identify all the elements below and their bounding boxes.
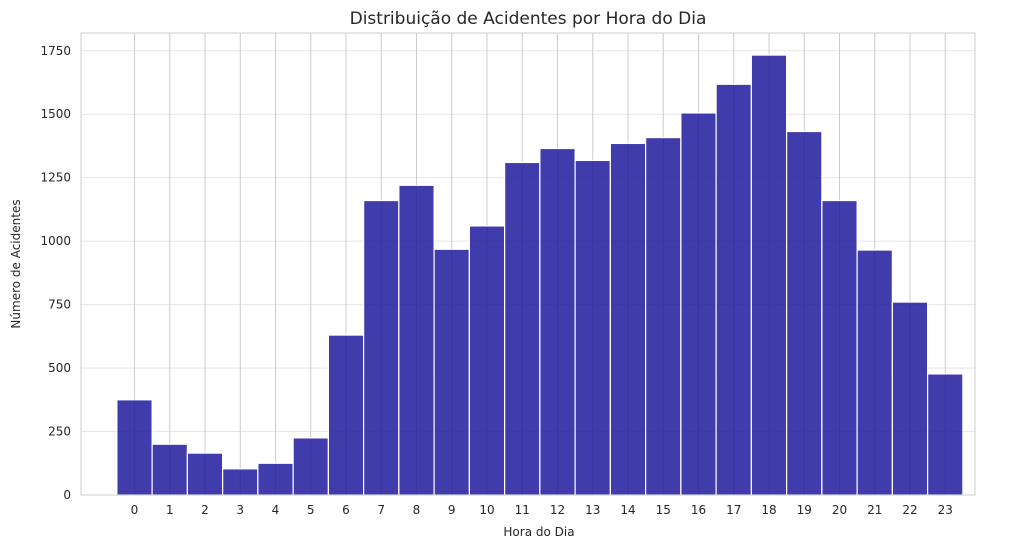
x-tick-label: 22 bbox=[902, 503, 917, 517]
y-tick-label: 1000 bbox=[40, 234, 71, 248]
x-tick-label: 10 bbox=[479, 503, 494, 517]
x-tick-label: 12 bbox=[550, 503, 565, 517]
x-tick-label: 15 bbox=[656, 503, 671, 517]
bar-hour-0 bbox=[116, 399, 153, 496]
x-tick-label: 11 bbox=[515, 503, 530, 517]
y-tick-label: 750 bbox=[48, 298, 71, 312]
y-tick-label: 0 bbox=[63, 488, 71, 502]
bar-hour-1 bbox=[151, 443, 188, 496]
y-tick-labels: 0 250 500 750 1000 1250 1500 1750 bbox=[40, 44, 71, 502]
x-tick-label: 5 bbox=[307, 503, 315, 517]
bar-hour-6 bbox=[327, 334, 365, 496]
bar-hour-19 bbox=[786, 130, 823, 496]
plot-frame bbox=[80, 32, 976, 496]
bar-hour-18 bbox=[750, 54, 788, 496]
x-tick-label: 2 bbox=[201, 503, 209, 517]
x-axis-label: Hora do Dia bbox=[503, 525, 574, 539]
bar-hour-14 bbox=[609, 142, 647, 496]
bar-hour-15 bbox=[645, 136, 682, 496]
y-axis-label: Número de Acidentes bbox=[9, 199, 23, 328]
bars-layer bbox=[116, 54, 964, 496]
bar-hour-10 bbox=[468, 225, 506, 496]
x-tick-label: 16 bbox=[691, 503, 706, 517]
bar-hour-16 bbox=[680, 112, 717, 496]
x-tick-label: 8 bbox=[413, 503, 421, 517]
bar-hour-4 bbox=[257, 462, 294, 496]
x-tick-label: 1 bbox=[166, 503, 174, 517]
x-tick-label: 0 bbox=[131, 503, 139, 517]
y-tick-label: 250 bbox=[48, 425, 71, 439]
y-tick-label: 1500 bbox=[40, 107, 71, 121]
bar-hour-7 bbox=[363, 199, 400, 496]
bar-hour-17 bbox=[715, 83, 752, 496]
x-tick-label: 20 bbox=[832, 503, 847, 517]
x-tick-label: 18 bbox=[761, 503, 776, 517]
x-tick-label: 13 bbox=[585, 503, 600, 517]
bar-hour-13 bbox=[574, 159, 611, 496]
bar-hour-3 bbox=[222, 468, 259, 496]
x-tick-label: 14 bbox=[620, 503, 635, 517]
bar-hour-22 bbox=[891, 301, 929, 496]
x-tick-label: 3 bbox=[236, 503, 244, 517]
bar-hour-2 bbox=[186, 452, 224, 496]
bar-hour-8 bbox=[398, 184, 435, 496]
bar-hour-11 bbox=[504, 161, 541, 496]
bar-hour-9 bbox=[433, 248, 470, 496]
y-tick-label: 1250 bbox=[40, 171, 71, 185]
x-tick-label: 9 bbox=[448, 503, 456, 517]
bar-hour-5 bbox=[292, 437, 329, 496]
x-tick-label: 21 bbox=[867, 503, 882, 517]
x-tick-labels: 0 1 2 3 4 5 6 7 8 9 10 11 12 13 14 15 16 17 18 19 20 21 22 23 bbox=[131, 503, 953, 517]
x-tick-label: 17 bbox=[726, 503, 741, 517]
bar-hour-23 bbox=[927, 373, 964, 496]
x-tick-label: 23 bbox=[938, 503, 953, 517]
y-tick-label: 1750 bbox=[40, 44, 71, 58]
bar-hour-20 bbox=[821, 199, 858, 496]
y-tick-label: 500 bbox=[48, 361, 71, 375]
x-tick-label: 4 bbox=[272, 503, 280, 517]
x-tick-label: 7 bbox=[377, 503, 385, 517]
bar-hour-21 bbox=[856, 249, 893, 496]
x-tick-label: 6 bbox=[342, 503, 350, 517]
bar-hour-12 bbox=[539, 147, 576, 496]
chart-title: Distribuição de Acidentes por Hora do Di… bbox=[350, 9, 707, 29]
x-tick-label: 19 bbox=[797, 503, 812, 517]
